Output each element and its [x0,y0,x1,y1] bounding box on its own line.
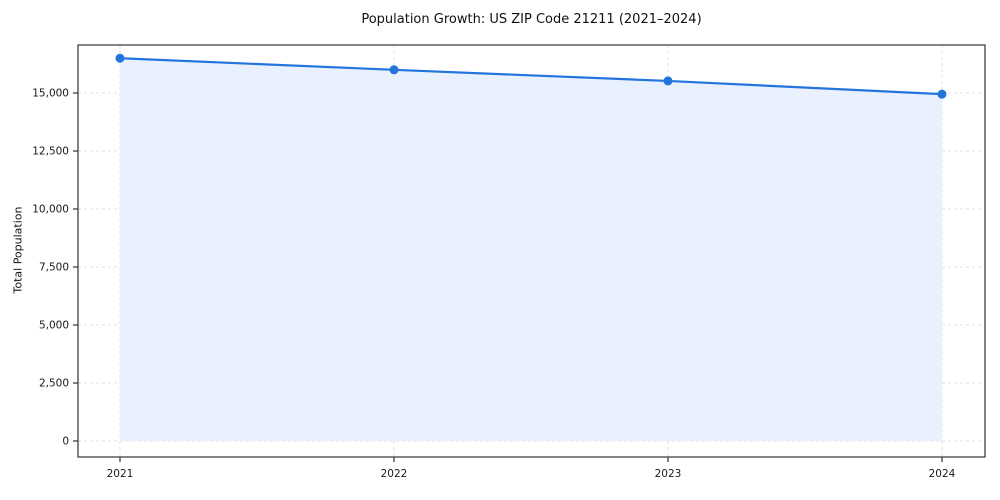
y-tick-label: 10,000 [32,204,69,216]
data-point [663,76,673,86]
y-tick-label: 5,000 [39,320,69,332]
area-fill [120,58,942,441]
data-line [118,57,944,96]
axes-frame [77,44,986,458]
data-point [937,89,947,99]
y-tick-label: 12,500 [32,146,69,158]
y-tick-label: 7,500 [39,262,69,274]
y-tick-label: 0 [62,436,69,448]
data-point [389,65,399,75]
y-tick-label: 15,000 [32,88,69,100]
data-point [115,53,125,63]
y-tick-label: 2,500 [39,378,69,390]
x-tick-label: 2023 [655,468,682,480]
y-axis-label: Total Population [11,206,25,294]
chart-title: Population Growth: US ZIP Code 21211 (20… [361,12,702,27]
x-tick-label: 2022 [381,468,408,480]
x-tick-label: 2021 [107,468,134,480]
x-tick-label: 2024 [929,468,956,480]
